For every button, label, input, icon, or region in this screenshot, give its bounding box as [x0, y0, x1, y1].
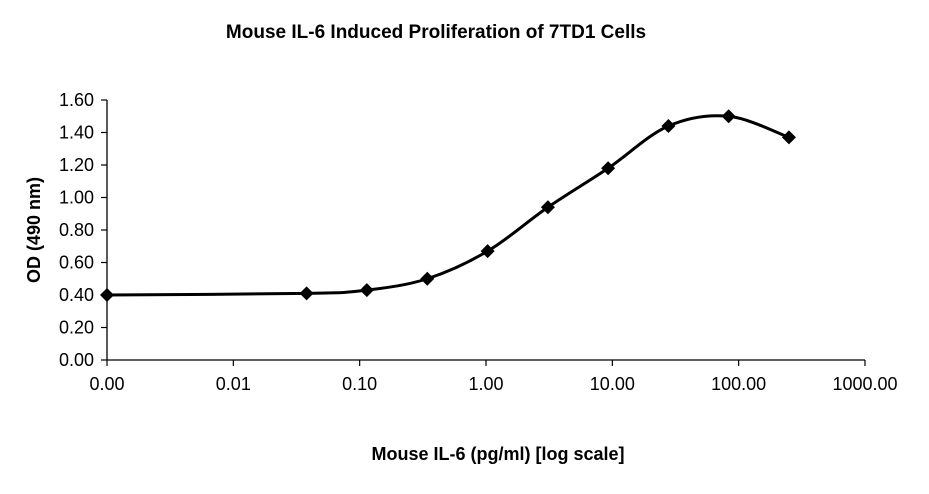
y-tick-label: 0.00 — [59, 350, 94, 370]
data-point-diamond — [420, 271, 435, 286]
y-tick-label: 1.40 — [59, 123, 94, 143]
series-line — [106, 114, 790, 297]
x-tick-label: 1.00 — [468, 374, 503, 394]
x-tick-label: 100.00 — [711, 374, 766, 394]
x-axis-label: Mouse IL-6 (pg/ml) [log scale] — [371, 444, 624, 464]
data-point-diamond — [359, 283, 374, 298]
plot-area — [100, 109, 796, 302]
y-axis-label: OD (490 nm) — [24, 177, 44, 283]
x-tick-label: 1000.00 — [832, 374, 897, 394]
data-point-diamond — [781, 130, 796, 145]
data-point-diamond — [601, 161, 616, 176]
data-point-diamond — [661, 119, 676, 133]
chart-title: Mouse IL-6 Induced Proliferation of 7TD1… — [226, 22, 646, 43]
data-point-diamond — [480, 244, 495, 259]
x-tick-label: 0.00 — [89, 374, 124, 394]
y-tick-label: 0.80 — [59, 220, 94, 240]
x-tick-label: 0.01 — [216, 374, 251, 394]
tick-labels: 0.00 0.20 0.40 0.60 0.80 1.00 1.20 1.40 1.60 0.00… — [59, 90, 898, 394]
x-tick-label: 10.00 — [590, 374, 635, 394]
data-point-diamond — [299, 286, 314, 301]
data-point-diamond — [100, 288, 114, 302]
x-tick-label: 0.10 — [342, 374, 377, 394]
data-point-diamond — [721, 109, 736, 124]
y-tick-label: 1.60 — [59, 90, 94, 110]
axes — [101, 99, 866, 366]
y-tick-label: 0.20 — [59, 318, 94, 338]
y-tick-label: 1.20 — [59, 155, 94, 175]
y-tick-label: 0.40 — [59, 285, 94, 305]
data-point-diamond — [540, 200, 555, 215]
y-tick-label: 0.60 — [59, 253, 94, 273]
y-tick-label: 1.00 — [59, 188, 94, 208]
